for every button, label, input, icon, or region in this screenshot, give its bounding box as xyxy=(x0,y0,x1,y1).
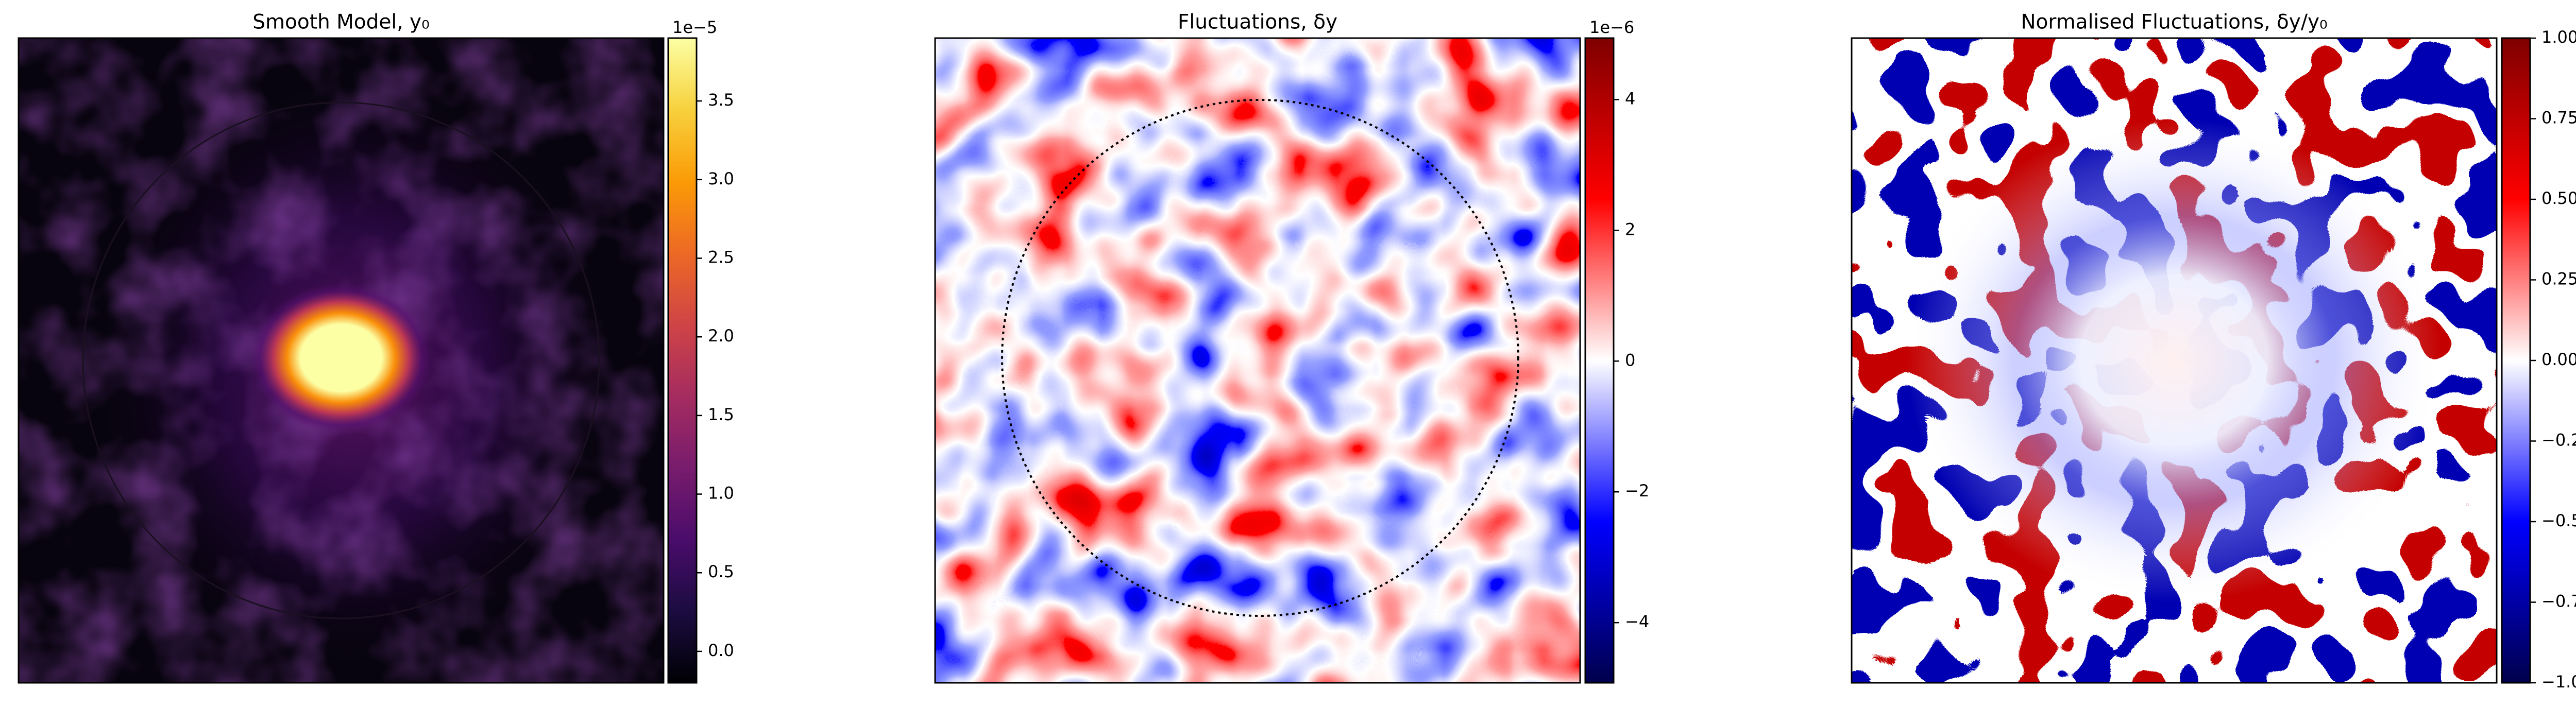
colorbar-tick-label: 0.0 xyxy=(708,641,734,660)
axes-frame xyxy=(934,37,1581,684)
axes-frame xyxy=(18,37,665,684)
axes-frame xyxy=(1851,37,2498,684)
colorbar xyxy=(2501,37,2531,684)
panel-title: Normalised Fluctuations, δy/y₀ xyxy=(2021,11,2327,34)
colorbar-tick-label: 0.5 xyxy=(708,562,734,581)
colorbar-tick-label: 0.75 xyxy=(2541,108,2576,128)
colorbar-tick-label: 3.5 xyxy=(708,90,734,110)
colorbar-tick-label: −1.00 xyxy=(2541,672,2576,692)
colorbar-tick-label: 4 xyxy=(1625,89,1635,108)
colorbar xyxy=(667,37,698,684)
colorbar-offset: 1e−5 xyxy=(672,18,717,37)
image-core xyxy=(251,283,431,433)
colorbar-tick-label: 3.0 xyxy=(708,169,734,188)
colorbar xyxy=(1584,37,1615,684)
colorbar-tick-label: 0 xyxy=(1625,350,1635,370)
colorbar-tick-label: 2 xyxy=(1625,219,1635,239)
colorbar-tick-label: −0.75 xyxy=(2541,592,2576,611)
colorbar-tick-label: 0.00 xyxy=(2541,350,2576,369)
colorbar-tick-label: 2.5 xyxy=(708,248,734,267)
colorbar-tick-label: −0.50 xyxy=(2541,511,2576,530)
colorbar-tick-label: 0.25 xyxy=(2541,269,2576,289)
image-field xyxy=(935,38,1580,683)
aperture-circle xyxy=(82,101,600,619)
panel-title: Fluctuations, δy xyxy=(1178,11,1337,34)
colorbar-tick-label: 0.50 xyxy=(2541,188,2576,208)
colorbar-tick-label: −0.25 xyxy=(2541,430,2576,450)
colorbar-tick-label: 2.0 xyxy=(708,326,734,346)
panel-title: Smooth Model, y₀ xyxy=(252,11,429,34)
colorbar-offset: 1e−6 xyxy=(1589,18,1634,37)
aperture-circle xyxy=(1001,98,1520,617)
colorbar-tick-label: 1.00 xyxy=(2541,27,2576,47)
image-core xyxy=(1906,118,2442,602)
colorbar-tick-label: 1.5 xyxy=(708,405,734,424)
colorbar-tick-label: −2 xyxy=(1625,481,1649,501)
colorbar-tick-label: 1.0 xyxy=(708,484,734,503)
colorbar-tick-label: −4 xyxy=(1625,612,1649,631)
